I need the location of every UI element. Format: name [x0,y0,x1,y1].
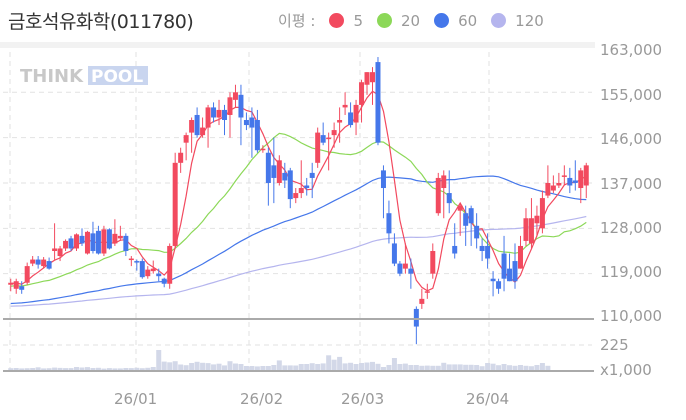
x-tick-2603: 26/03 [341,390,385,408]
svg-text:THINK: THINK [20,66,84,87]
legend-ma5: 5 [329,12,363,30]
x-tick-2602: 26/02 [240,390,284,408]
page-title: 금호석유화학(011780) [8,11,194,33]
y-tick-119000: 119,000 [600,263,663,281]
svg-text:POOL: POOL [91,67,143,87]
legend-ma20: 20 [376,12,420,30]
volume-unit: x1,000 [600,361,652,379]
ma60-dot-icon [434,13,450,28]
y-tick-155000: 155,000 [600,86,663,104]
y-tick-137000: 137,000 [600,175,663,193]
legend-ma120: 120 [491,12,544,30]
x-tick-2601: 26/01 [114,390,158,408]
y-tick-163000: 163,000 [600,41,663,59]
y-tick-146000: 146,000 [600,130,663,148]
ma5-dot-icon [329,13,345,28]
y-tick-128000: 128,000 [600,219,663,237]
legend-label: 이평 : [278,12,316,30]
ma20-dot-icon [376,13,392,28]
volume-tick: 225 [600,336,629,354]
moving-average-legend: 이평 : 5 20 60 120 [278,10,558,31]
ma120-dot-icon [491,13,507,28]
y-tick-110000: 110,000 [600,307,663,325]
legend-ma60: 60 [434,12,477,30]
x-tick-2604: 26/04 [466,390,510,408]
